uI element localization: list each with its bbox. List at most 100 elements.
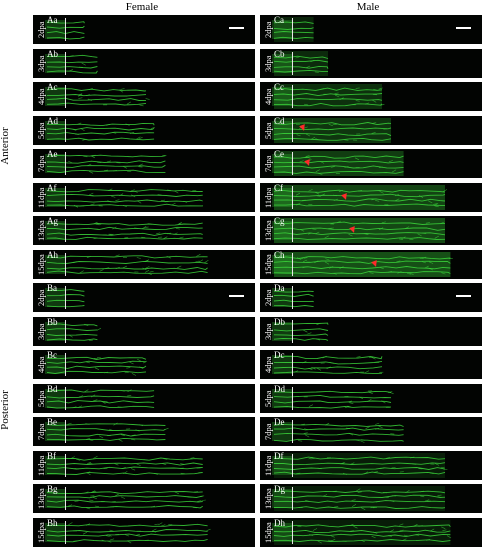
vessel-image xyxy=(272,251,453,277)
vessel-image xyxy=(45,120,155,141)
panel-db: Db 3dpa xyxy=(260,316,482,346)
timepoint-label: 15dpa xyxy=(263,253,273,275)
vessel-image xyxy=(45,20,85,40)
panel-label: Ah xyxy=(47,249,58,260)
vessel-image xyxy=(272,388,394,409)
scale-bar xyxy=(229,295,244,297)
scale-bar xyxy=(229,27,244,29)
timepoint-label: 4dpa xyxy=(36,88,46,105)
panel-bc: Bc 4dpa xyxy=(33,350,255,379)
scale-bar xyxy=(456,295,471,297)
vessel-image xyxy=(272,50,329,76)
amputation-line xyxy=(65,286,66,309)
vessel-image xyxy=(45,489,206,510)
timepoint-label: 7dpa xyxy=(36,423,46,440)
timepoint-label: 5dpa xyxy=(36,121,46,139)
timepoint-label: 3dpa xyxy=(36,322,46,340)
timepoint-label: 11dpa xyxy=(263,454,273,476)
timepoint-label: 13dpa xyxy=(36,220,46,241)
panel-label: De xyxy=(274,417,285,427)
panel-ca: Ca 2dpa xyxy=(260,15,482,44)
panel-ag: Ag 13dpa xyxy=(33,216,255,245)
amputation-line xyxy=(292,152,293,175)
timepoint-label: 5dpa xyxy=(36,389,46,407)
panel-label: Ae xyxy=(47,149,58,159)
amputation-line xyxy=(292,420,293,443)
vessel-image xyxy=(45,187,204,208)
vessel-image xyxy=(45,455,203,475)
amputation-line xyxy=(65,185,66,209)
panel-af: Af 11dpa xyxy=(33,182,255,212)
panel-bf: Bf 11dpa xyxy=(33,450,255,480)
panel-df: Df 11dpa xyxy=(260,450,482,480)
panel-label: Dd xyxy=(274,383,285,394)
vessel-image xyxy=(272,355,384,375)
vessel-image xyxy=(45,221,203,240)
panel-label: Df xyxy=(274,450,284,461)
amputation-line xyxy=(65,420,66,443)
amputation-line xyxy=(65,118,66,142)
panel-bg: Bg 13dpa xyxy=(33,484,255,513)
panel-label: Ad xyxy=(47,115,58,126)
vessel-image xyxy=(45,253,209,275)
amputation-line xyxy=(292,453,293,477)
timepoint-label: 5dpa xyxy=(263,389,273,407)
vessel-image xyxy=(272,84,385,109)
timepoint-label: 7dpa xyxy=(263,423,273,440)
vessel-image xyxy=(272,184,448,210)
vessel-image xyxy=(272,519,452,545)
panel-ah: Ah 15dpa xyxy=(33,249,255,279)
timepoint-label: 11dpa xyxy=(263,186,273,208)
panel-label: Dh xyxy=(274,517,285,528)
panel-label: Af xyxy=(47,182,57,193)
panel-cd: Cd 5dpa xyxy=(260,115,482,145)
scale-bar xyxy=(456,27,471,29)
panel-be: Be 7dpa xyxy=(33,417,255,446)
panel-label: Bc xyxy=(47,350,57,360)
panel-label: Bf xyxy=(47,450,56,461)
timepoint-label: 15dpa xyxy=(36,521,46,543)
vessel-image xyxy=(272,151,404,176)
amputation-line xyxy=(65,353,66,376)
panel-ba: Ba 2dpa xyxy=(33,283,255,312)
timepoint-label: 2dpa xyxy=(263,21,273,38)
amputation-line xyxy=(65,453,66,477)
panel-ac: Ac 4dpa xyxy=(33,82,255,111)
header-male: Male xyxy=(356,1,380,13)
amputation-line xyxy=(292,85,293,108)
panel-dh: Dh 15dpa xyxy=(260,517,482,547)
panel-ae: Ae 7dpa xyxy=(33,149,255,178)
panel-label: Cc xyxy=(274,82,284,92)
panel-label: Cb xyxy=(274,48,285,59)
timepoint-label: 3dpa xyxy=(36,54,46,72)
panel-da: Da 2dpa xyxy=(260,283,482,312)
amputation-line xyxy=(65,487,66,510)
panel-aa: Aa 2dpa xyxy=(33,15,255,44)
panel-label: Db xyxy=(274,316,285,327)
timepoint-label: 15dpa xyxy=(263,521,273,543)
timepoint-label: 4dpa xyxy=(263,356,273,373)
timepoint-label: 2dpa xyxy=(36,289,46,306)
timepoint-label: 13dpa xyxy=(263,488,273,509)
panel-label: Aa xyxy=(47,15,58,25)
amputation-line xyxy=(65,386,66,410)
vessel-image xyxy=(45,388,155,408)
amputation-line xyxy=(65,520,66,544)
panel-label: Ag xyxy=(47,216,58,226)
amputation-line xyxy=(292,386,293,410)
vessel-image xyxy=(272,218,446,243)
timepoint-label: 2dpa xyxy=(263,289,273,306)
panel-de: De 7dpa xyxy=(260,417,482,446)
timepoint-label: 3dpa xyxy=(263,322,273,340)
panel-label: Ab xyxy=(47,48,58,59)
amputation-line xyxy=(65,51,66,75)
panel-ab: Ab 3dpa xyxy=(33,48,255,78)
vessel-image xyxy=(45,87,150,107)
amputation-line xyxy=(292,118,293,142)
timepoint-label: 7dpa xyxy=(36,155,46,172)
timepoint-label: 13dpa xyxy=(263,220,273,241)
panel-cf: Cf 11dpa xyxy=(260,182,482,212)
vessel-image xyxy=(45,321,102,341)
amputation-line xyxy=(65,319,66,343)
panel-ce: Ce 7dpa xyxy=(260,149,482,178)
